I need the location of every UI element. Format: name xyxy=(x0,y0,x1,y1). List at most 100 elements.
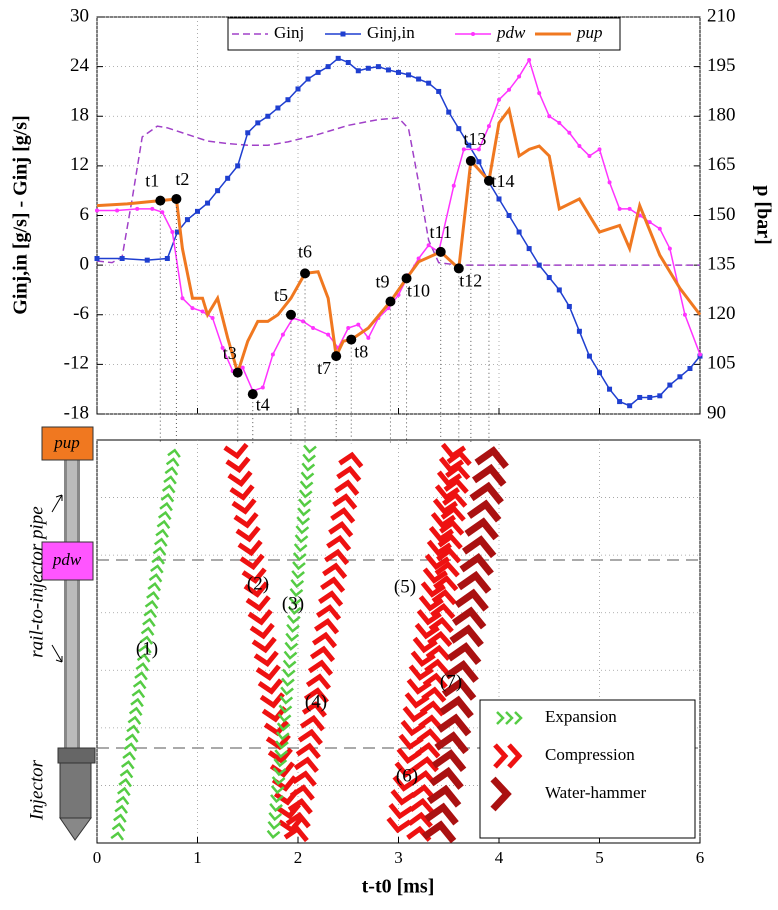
marker xyxy=(547,114,552,119)
wave-chevron xyxy=(163,475,177,485)
wave-chevron xyxy=(328,520,354,538)
wave-chevron xyxy=(430,512,456,529)
marker xyxy=(698,352,702,357)
arrow xyxy=(51,494,63,513)
wave-chevron xyxy=(296,516,311,526)
event-point xyxy=(300,268,311,279)
wave-chevron xyxy=(270,785,285,795)
wave-chevron xyxy=(120,760,135,770)
marker xyxy=(667,382,673,388)
x-axis-title: t-t0 [ms] xyxy=(362,876,435,898)
marker xyxy=(461,147,466,152)
wave xyxy=(421,446,509,844)
wave-chevron xyxy=(279,695,294,705)
wave-chevron xyxy=(291,570,305,580)
marker xyxy=(195,208,200,214)
wave-chevron xyxy=(415,742,441,759)
marker xyxy=(556,287,562,293)
wave-chevron xyxy=(507,743,523,769)
wave-chevron xyxy=(398,733,424,751)
marker xyxy=(396,69,401,75)
wave-chevron xyxy=(268,811,283,822)
marker xyxy=(245,130,251,136)
wave-chevron xyxy=(434,561,460,578)
marker xyxy=(255,120,261,126)
legend-box xyxy=(227,17,621,51)
marker xyxy=(426,243,431,248)
wave-chevron xyxy=(269,803,283,813)
wave-chevron xyxy=(305,673,332,690)
wave-chevron xyxy=(257,678,283,695)
marker xyxy=(325,64,331,70)
wave-chevron xyxy=(128,706,143,716)
marker xyxy=(240,365,245,370)
wave-chevron xyxy=(416,609,442,626)
wave-chevron xyxy=(294,534,309,544)
x-tick-label: 3 xyxy=(394,848,403,867)
wave-chevron xyxy=(139,635,154,645)
event-label: t12 xyxy=(459,271,482,291)
wave-chevron xyxy=(307,659,334,676)
pdw-label: pdw xyxy=(52,550,82,569)
marker xyxy=(627,206,632,211)
wave-chevron xyxy=(451,606,487,630)
marker xyxy=(657,393,663,399)
wave xyxy=(110,448,181,841)
wave-chevron xyxy=(118,777,132,788)
wave-chevron xyxy=(418,595,444,612)
wave-chevron xyxy=(316,604,342,621)
event-point xyxy=(232,367,243,378)
wave-chevron xyxy=(287,614,301,624)
marker xyxy=(220,345,225,350)
wave-chevron xyxy=(431,589,457,606)
wave-chevron xyxy=(159,501,173,512)
event-point xyxy=(331,351,342,362)
y-tick-label: -12 xyxy=(64,353,89,374)
y-tick-label: 30 xyxy=(70,5,89,26)
wave-chevron xyxy=(412,636,438,654)
marker xyxy=(567,130,572,135)
marker xyxy=(687,366,693,372)
wave-chevron xyxy=(422,672,448,689)
wave-chevron xyxy=(241,567,267,584)
marker xyxy=(607,386,613,392)
marker xyxy=(265,113,271,119)
marker xyxy=(174,229,180,235)
marker xyxy=(94,256,100,262)
event-label: t2 xyxy=(175,169,189,189)
marker xyxy=(436,88,442,94)
wave-chevron xyxy=(132,679,147,690)
wave-chevron xyxy=(302,453,316,463)
wave-chevron xyxy=(147,582,162,592)
wave-chevron xyxy=(237,539,263,557)
wave-chevron xyxy=(267,820,282,831)
wave-chevron xyxy=(449,624,484,648)
wave-chevron xyxy=(167,448,181,458)
wave-chevron xyxy=(301,462,316,472)
wave-chevron xyxy=(436,713,472,737)
x-tick-label: 5 xyxy=(595,848,604,867)
wave-chevron xyxy=(490,776,512,812)
x-tick-label: 4 xyxy=(495,848,504,867)
wave-chevron xyxy=(334,479,360,496)
wave-chevron xyxy=(148,573,163,583)
event-label: t11 xyxy=(430,222,452,242)
wave-chevron xyxy=(390,789,416,806)
wave-chevron xyxy=(281,677,295,687)
legend-swatch xyxy=(496,711,523,725)
y2-tick-label: 180 xyxy=(707,105,736,126)
wave-chevron xyxy=(270,794,284,804)
wave-chevron xyxy=(111,822,126,832)
wave-chevron xyxy=(332,493,358,510)
marker xyxy=(311,325,316,330)
legend-swatch xyxy=(490,776,512,812)
marker xyxy=(537,91,542,96)
legend-swatch xyxy=(493,743,523,769)
wave-chevron xyxy=(245,595,271,612)
marker xyxy=(682,312,687,317)
marker xyxy=(587,153,592,158)
wave-chevron xyxy=(418,714,444,731)
wave-chevron xyxy=(229,484,255,501)
wave-chevron xyxy=(153,537,168,547)
